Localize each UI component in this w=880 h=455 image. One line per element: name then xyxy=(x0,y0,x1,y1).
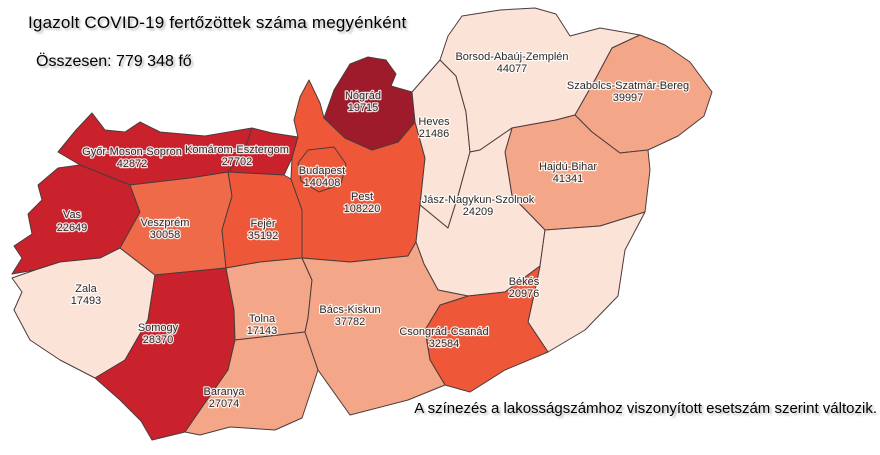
counties-layer xyxy=(11,7,713,441)
label-heves-name: Heves xyxy=(418,116,450,128)
label-gyor-moson-sopron-value: 42872 xyxy=(117,158,148,170)
county-bacs-kiskun xyxy=(301,241,469,416)
labels-layer: Győr-Moson-Sopron 42872 Komárom-Esztergo… xyxy=(55,50,690,412)
page-title: Igazolt COVID-19 fertőzöttek száma megyé… xyxy=(28,13,407,32)
label-tolna-name: Tolna xyxy=(249,313,276,325)
label-somogy-value: 28370 xyxy=(143,334,174,346)
label-veszprem-name: Veszprém xyxy=(141,217,190,229)
county-komarom-esztergom xyxy=(227,127,299,176)
label-hajdu-bihar-value: 41341 xyxy=(553,173,584,185)
label-somogy-name: Somogy xyxy=(138,322,179,334)
label-komarom-esztergom-value: 27702 xyxy=(222,156,253,168)
label-budapest-name: Budapest xyxy=(299,165,345,177)
label-komarom-esztergom-name: Komárom-Esztergom xyxy=(185,144,289,156)
label-tolna-value: 17143 xyxy=(247,325,278,337)
total-cases-label: Összesen: 779 348 fő xyxy=(36,53,192,70)
label-borsod-name: Borsod-Abaúj-Zemplén xyxy=(455,51,568,63)
label-csongrad-value: 32584 xyxy=(429,338,460,350)
label-szabolcs-value: 39997 xyxy=(613,92,644,104)
label-bacs-kiskun-name: Bács-Kiskun xyxy=(319,304,380,316)
label-csongrad-name: Csongrád-Csanád xyxy=(399,326,488,338)
label-borsod-value: 44077 xyxy=(497,63,528,75)
label-bekes-name: Békés xyxy=(509,276,540,288)
label-fejer-name: Fejér xyxy=(250,218,275,230)
label-vas-name: Vas xyxy=(63,209,82,221)
label-zala-value: 17493 xyxy=(71,295,102,307)
label-fejer-value: 35192 xyxy=(248,230,279,242)
label-zala-name: Zala xyxy=(75,283,97,295)
label-hajdu-bihar-name: Hajdú-Bihar xyxy=(539,161,597,173)
label-szabolcs-name: Szabolcs-Szatmár-Bereg xyxy=(567,80,689,92)
county-budapest xyxy=(297,146,347,193)
label-bekes-value: 20976 xyxy=(509,288,540,300)
label-bacs-kiskun-value: 37782 xyxy=(335,316,366,328)
label-heves-value: 21486 xyxy=(419,128,450,140)
label-nograd-value: 19715 xyxy=(348,102,379,114)
label-vas-value: 22649 xyxy=(57,222,88,234)
label-pest-name: Pest xyxy=(351,191,373,203)
label-veszprem-value: 30058 xyxy=(150,229,181,241)
label-jasz-name: Jász-Nagykun-Szolnok xyxy=(422,194,535,206)
label-budapest-value: 140408 xyxy=(304,177,341,189)
label-baranya-name: Baranya xyxy=(204,386,246,398)
county-bekes xyxy=(527,211,646,353)
label-nograd-name: Nógrád xyxy=(345,90,381,102)
label-baranya-value: 27074 xyxy=(209,398,240,410)
color-scale-note: A színezés a lakosságszámhoz viszonyítot… xyxy=(414,400,877,417)
label-pest-value: 108220 xyxy=(344,203,381,215)
label-gyor-moson-sopron-name: Győr-Moson-Sopron xyxy=(82,146,182,158)
label-jasz-value: 24209 xyxy=(463,206,494,218)
county-nograd xyxy=(323,56,416,151)
